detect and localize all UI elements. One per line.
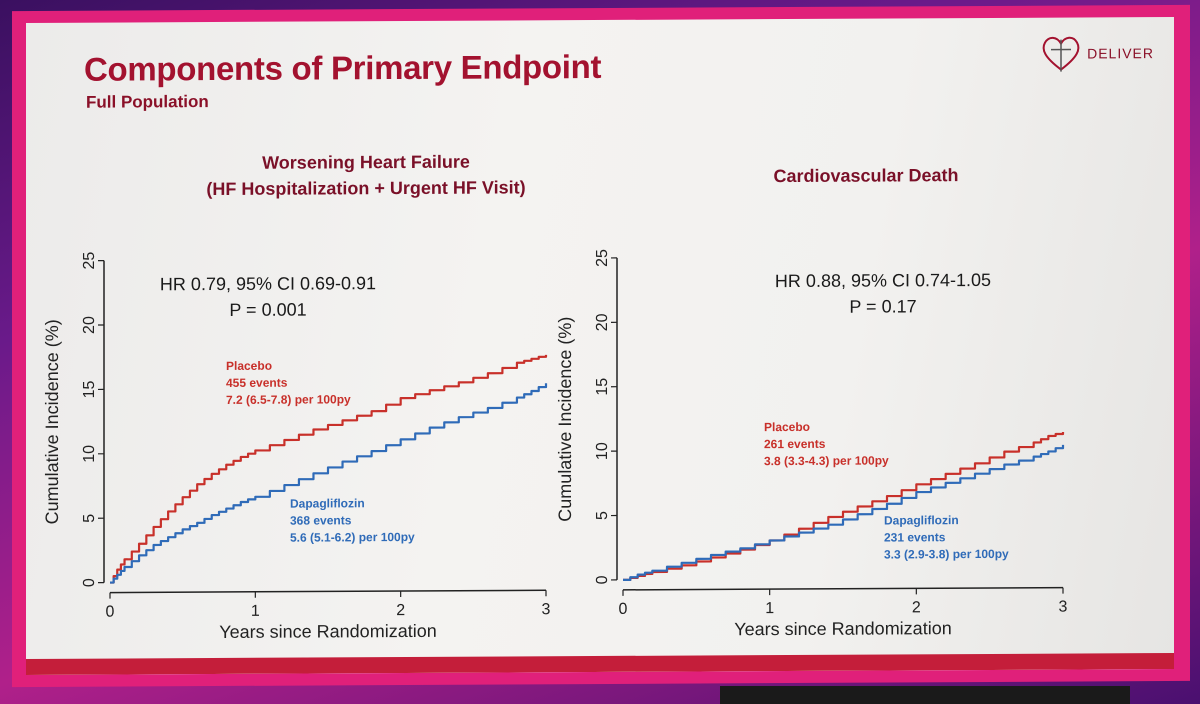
left-y-tick-label: 0 [81,578,98,587]
right-y-tick-label: 20 [594,313,611,331]
left-x-tick-label: 1 [251,603,260,620]
left-placebo-events: 455 events [226,376,288,390]
right-placebo-events: 261 events [764,437,826,451]
right-dapagliflozin-line [623,444,1065,581]
right-x-tick-label: 2 [912,599,921,616]
right-x-tick-label: 0 [619,601,628,618]
podium [720,686,1130,704]
heart-logo-icon [1042,36,1080,72]
left-x-tick-label: 3 [542,601,551,618]
right-x-tick-label: 1 [765,600,774,617]
left-dapagliflozin-label: Dapagliflozin [290,496,365,510]
left-y-tick-label: 25 [81,252,98,270]
left-x-tick-label: 2 [396,602,405,619]
right-y-tick-label: 25 [594,249,611,267]
left-dapagliflozin-rate: 5.6 (5.1-6.2) per 100py [290,530,415,545]
right-x-axis [623,586,1063,591]
slide: Components of Primary Endpoint Full Popu… [26,16,1174,676]
right-y-tick-label: 0 [594,575,611,584]
right-p-value: P = 0.17 [849,296,916,316]
right-dapagliflozin-rate: 3.3 (2.9-3.8) per 100py [884,547,1009,562]
right-x-tick-label: 3 [1059,599,1068,616]
right-y-axis-label: Cumulative Incidence (%) [555,317,575,522]
right-dapagliflozin-events: 231 events [884,530,946,544]
left-p-value: P = 0.001 [229,300,306,320]
left-x-axis [110,589,546,594]
left-y-tick-label: 15 [81,380,98,398]
left-placebo-rate: 7.2 (6.5-7.8) per 100py [226,392,351,407]
right-placebo-rate: 3.8 (3.3-4.3) per 100py [764,453,889,468]
left-x-tick-label: 0 [106,604,115,621]
deliver-logo: DELIVER [1039,33,1154,74]
right-y-tick-label: 15 [594,378,611,396]
right-x-axis-label: Years since Randomization [734,618,951,639]
left-y-tick-label: 20 [81,316,98,334]
left-hr-stat: HR 0.79, 95% CI 0.69-0.91 [160,273,376,294]
left-x-axis-label: Years since Randomization [219,621,436,642]
left-placebo-line [110,354,548,584]
right-hr-stat: HR 0.88, 95% CI 0.74-1.05 [775,270,991,291]
left-dapagliflozin-line [110,383,548,584]
left-y-axis-label: Cumulative Incidence (%) [42,319,62,524]
left-y-tick-label: 10 [81,445,98,463]
right-y-tick-label: 5 [594,511,611,520]
right-placebo-label: Placebo [764,420,810,434]
left-y-tick-label: 5 [81,514,98,523]
right-y-tick-label: 10 [594,442,611,460]
left-placebo-label: Placebo [226,359,272,373]
left-dapagliflozin-events: 368 events [290,513,352,527]
right-dapagliflozin-label: Dapagliflozin [884,513,959,527]
